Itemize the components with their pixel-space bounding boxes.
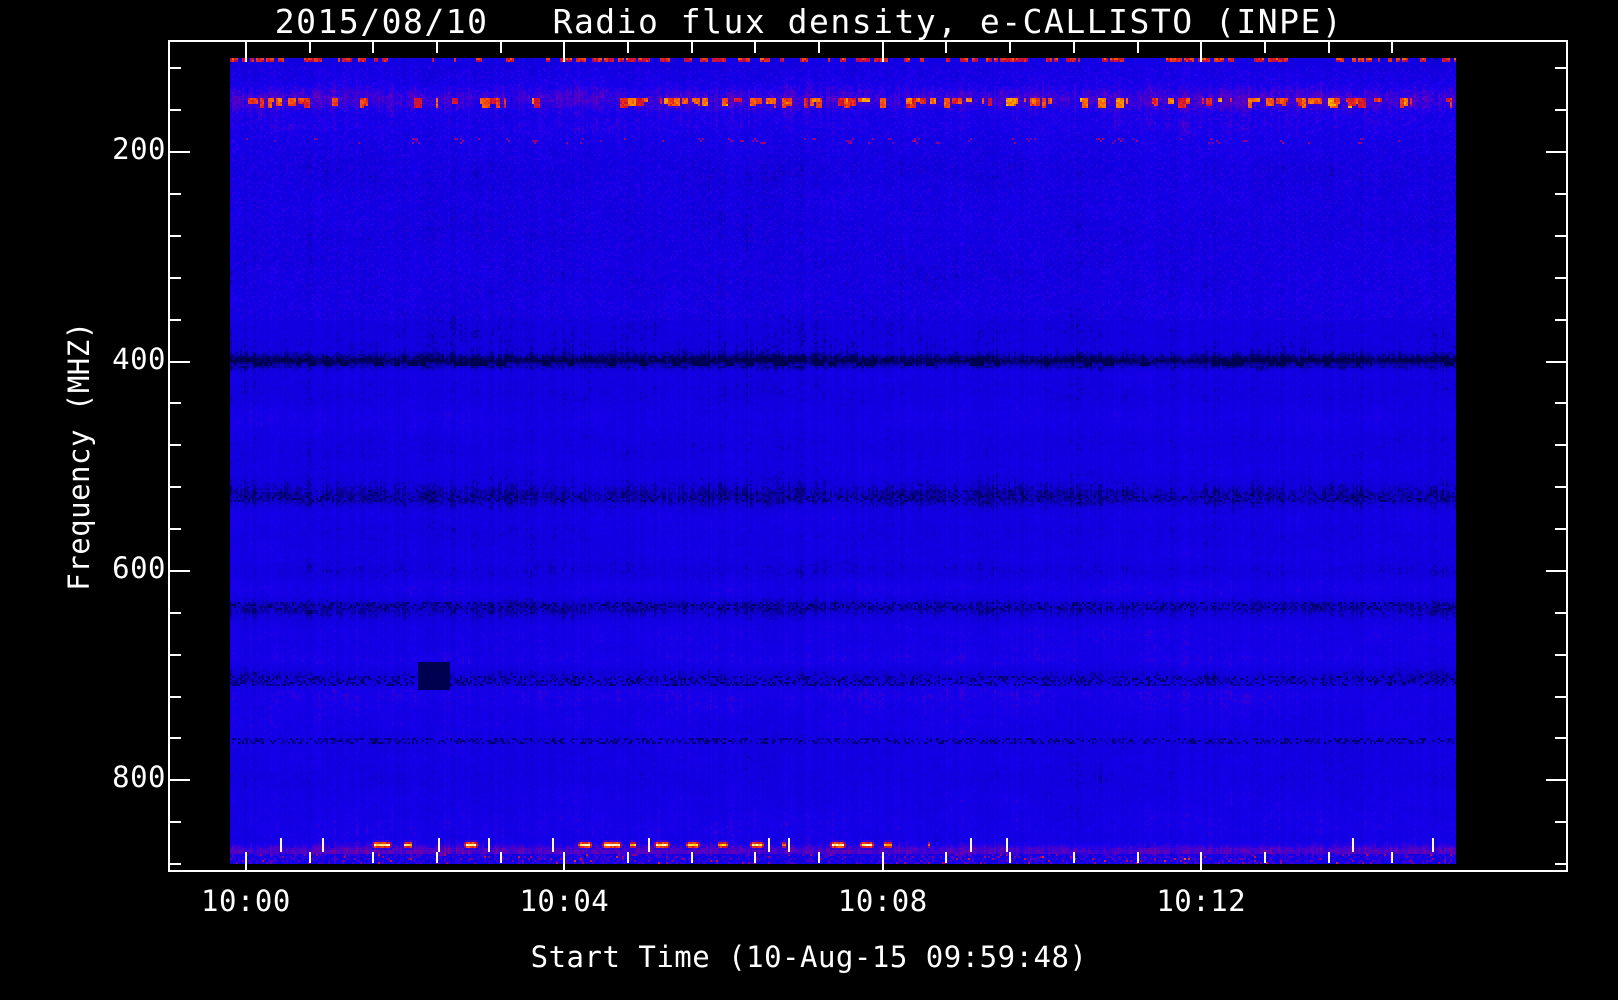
x-tick-minor-top [627,42,630,53]
x-tick-minor-top [308,42,311,53]
y-tick-minor-right [1555,444,1566,447]
x-tick-major [1200,852,1203,872]
y-tick-minor [170,737,181,740]
x-tick-major [563,852,566,872]
x-tick-label: 10:04 [519,884,610,918]
x-tick-minor-top [1009,42,1012,53]
x-tick-label: 10:00 [201,884,291,918]
y-tick-minor [170,318,181,321]
y-tick-minor [170,402,181,405]
y-tick-major [170,569,190,572]
x-tick-minor [818,852,821,863]
x-tick-minor-top [372,42,375,53]
y-tick-minor [170,109,181,112]
y-tick-minor [170,653,181,656]
x-tick-minor [1009,852,1012,863]
y-tick-minor [170,821,181,824]
x-tick-minor [945,852,948,863]
y-tick-minor-right [1555,528,1566,531]
y-tick-minor-right [1555,695,1566,698]
y-tick-minor [170,611,181,614]
y-tick-minor-right [1555,67,1566,70]
y-tick-minor-right [1555,318,1566,321]
x-axis-title: Start Time (10-Aug-15 09:59:48) [530,940,1088,974]
y-tick-minor-right [1555,402,1566,405]
x-tick-minor [372,852,375,863]
y-tick-minor [170,528,181,531]
y-tick-minor [170,234,181,237]
x-tick-major-top [244,42,247,62]
x-tick-minor [435,852,438,863]
x-tick-minor [754,852,757,863]
x-tick-label: 10:08 [837,884,928,918]
y-tick-minor-right [1555,821,1566,824]
y-tick-major-right [1546,779,1566,782]
x-tick-minor-top [435,42,438,53]
x-tick-major-top [563,42,566,62]
y-tick-minor-right [1555,276,1566,279]
y-tick-minor [170,67,181,70]
y-axis-title: Frequency (MHZ) [62,321,96,591]
y-tick-label: 600 [112,550,166,585]
x-tick-minor [1136,852,1139,863]
y-tick-minor-right [1555,109,1566,112]
y-tick-major-right [1546,360,1566,363]
y-tick-minor-right [1555,234,1566,237]
x-tick-minor-top [881,42,884,53]
x-tick-minor [308,852,311,863]
y-tick-label: 400 [112,341,166,376]
y-tick-minor-right [1555,193,1566,196]
y-tick-minor-right [1555,486,1566,489]
x-tick-minor [1263,852,1266,863]
x-tick-minor [1327,852,1330,863]
x-tick-minor-top [818,42,821,53]
y-tick-minor-right [1555,863,1566,865]
page-title: 2015/08/10 Radio flux density, e-CALLIST… [274,2,1344,41]
y-tick-major [170,151,190,154]
x-tick-minor-top [1136,42,1139,53]
x-tick-minor [690,852,693,863]
y-tick-minor-right [1555,611,1566,614]
y-tick-minor-right [1555,653,1566,656]
x-tick-minor [627,852,630,863]
x-tick-minor-top [945,42,948,53]
x-tick-minor-top [1072,42,1075,53]
y-tick-major [170,360,190,363]
y-tick-major-right [1546,569,1566,572]
x-tick-major-top [1200,42,1203,62]
y-tick-minor [170,276,181,279]
y-tick-major-right [1546,151,1566,154]
y-tick-minor-right [1555,737,1566,740]
y-tick-minor [170,444,181,447]
spectrogram-image [230,58,1456,864]
x-tick-label: 10:12 [1156,884,1247,918]
y-tick-minor [170,193,181,196]
x-tick-minor-top [499,42,502,53]
x-tick-minor [1072,852,1075,863]
x-tick-minor-top [1391,42,1394,53]
x-tick-minor [499,852,502,863]
x-tick-minor-top [754,42,757,53]
y-tick-minor [170,486,181,489]
y-tick-minor [170,695,181,698]
x-tick-minor [1391,852,1394,863]
y-tick-label: 800 [112,760,166,795]
x-tick-minor-top [690,42,693,53]
y-tick-major [170,779,190,782]
x-tick-minor [881,852,884,863]
x-tick-major [244,852,247,872]
x-tick-minor-top [1263,42,1266,53]
y-tick-label: 200 [112,132,166,167]
x-tick-minor-top [1327,42,1330,53]
y-tick-minor [170,863,181,865]
